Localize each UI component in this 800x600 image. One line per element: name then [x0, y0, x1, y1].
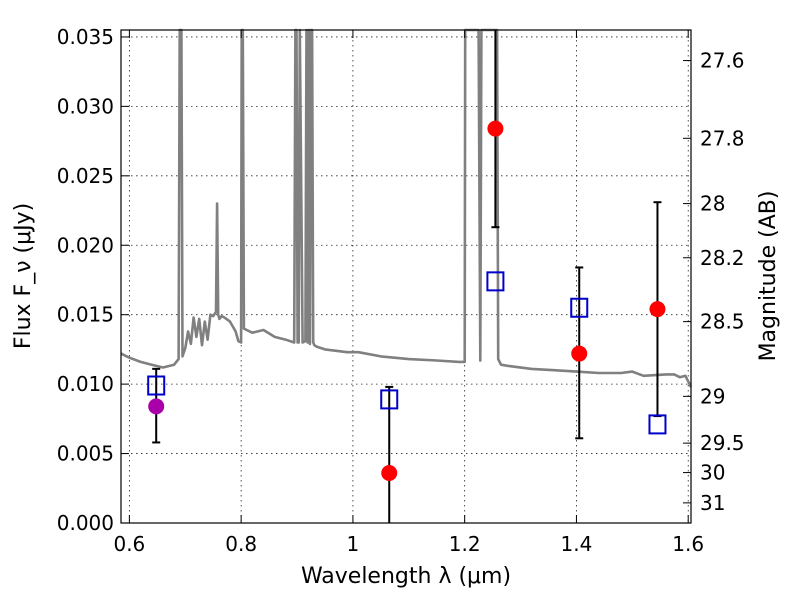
right-tick-label: 29: [700, 384, 725, 408]
right-tick-label: 31: [700, 491, 725, 515]
right-tick-label: 29.5: [700, 431, 745, 455]
grid: [121, 30, 691, 524]
model-spectrum-line: [120, 28, 693, 388]
right-tick-label: 28: [700, 192, 725, 216]
y-tick-label: 0.015: [57, 303, 114, 327]
x-tick-label: 1: [347, 532, 360, 556]
x-tick-label: 1.2: [449, 532, 481, 556]
y-tick-label: 0.030: [57, 94, 114, 118]
right-axis-title: Magnitude (AB): [756, 191, 781, 362]
right-tick-label: 27.6: [700, 49, 745, 73]
plot-frame: [120, 29, 692, 524]
y-tick-labels: 0.000 0.005 0.010 0.015 0.020 0.025 0.030 0.035: [57, 25, 114, 535]
x-axis-title: Wavelength λ (μm): [301, 564, 511, 589]
right-tick-label: 28.2: [700, 246, 745, 270]
y-axis-title-text: Flux F_ν (μJy): [11, 203, 36, 349]
model-band-point: [570, 297, 589, 318]
observed-point: [148, 398, 165, 415]
y-tick-label: 0.035: [57, 25, 114, 49]
y-tick-label: 0.000: [57, 511, 114, 535]
x-axis-title-text: Wavelength λ (μm): [301, 564, 511, 589]
model-band-point: [147, 375, 166, 396]
x-tick-label: 0.6: [113, 532, 145, 556]
y-tick-label: 0.010: [57, 372, 114, 396]
model-band-point: [380, 389, 399, 410]
axis-ticks: [121, 30, 691, 524]
model-band-point: [648, 414, 667, 435]
right-axis-title-text: Magnitude (AB): [756, 191, 781, 362]
x-tick-label: 1.6: [672, 532, 704, 556]
right-tick-label: 27.8: [700, 126, 745, 150]
data-points: [147, 120, 667, 482]
y-tick-label: 0.005: [57, 442, 114, 466]
x-tick-labels: 0.6 0.8 1 1.2 1.4 1.6: [113, 532, 704, 556]
x-tick-label: 1.4: [561, 532, 593, 556]
observed-point: [571, 345, 588, 362]
y-tick-label: 0.025: [57, 164, 114, 188]
y-axis-title: Flux F_ν (μJy): [11, 203, 36, 349]
model-spectrum: [120, 28, 693, 388]
errorbars: [152, 30, 662, 523]
right-tick-labels: 27.6 27.8 28 28.2 28.5 29 29.5 30 31: [700, 49, 745, 515]
observed-point: [381, 465, 398, 482]
observed-point: [649, 301, 666, 318]
observed-point: [487, 120, 504, 137]
x-tick-label: 0.8: [225, 532, 257, 556]
model-band-point: [486, 271, 505, 292]
right-tick-label: 28.5: [700, 310, 745, 334]
right-tick-label: 30: [700, 461, 725, 485]
y-tick-label: 0.020: [57, 233, 114, 257]
